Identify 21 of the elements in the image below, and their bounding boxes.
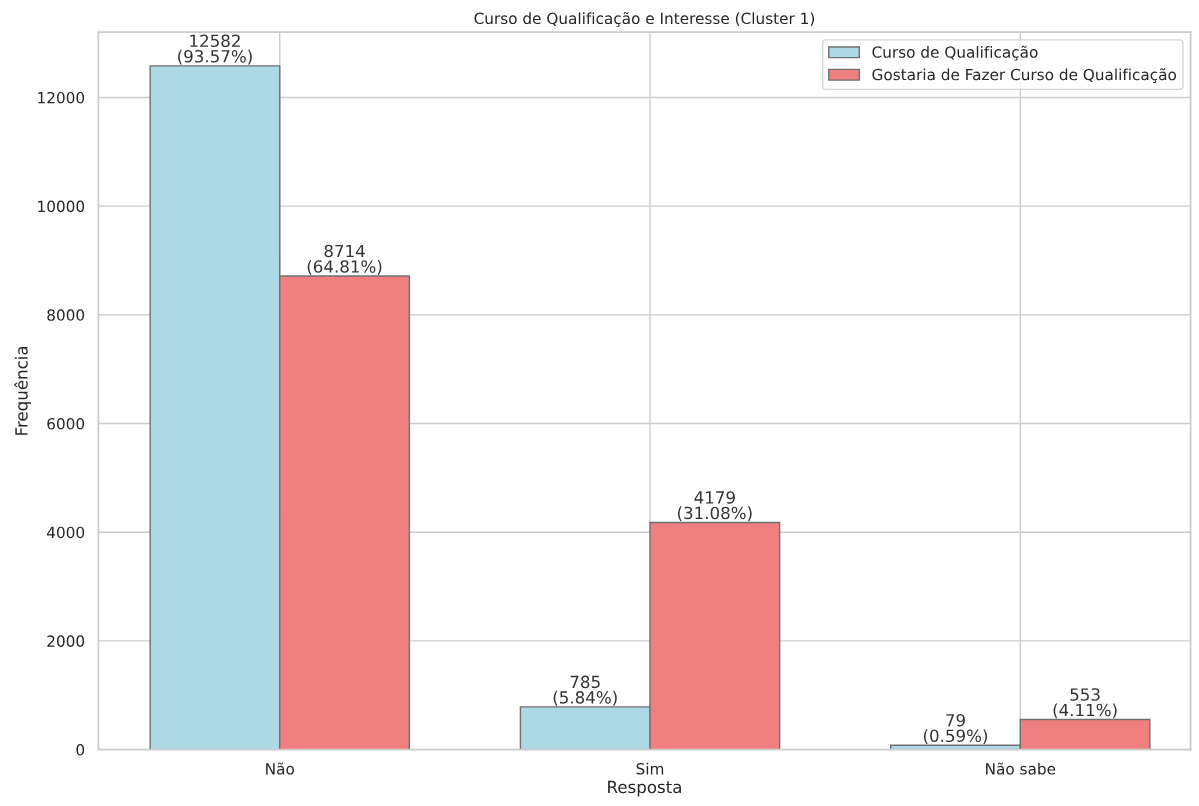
x-tick-label: Não	[266, 762, 294, 775]
data-label: 785 (5.84%)	[553, 675, 617, 706]
y-tick-label: 8000	[47, 309, 85, 321]
y-tick-label: 10000	[38, 200, 85, 213]
y-axis-title: Frequência	[14, 346, 31, 435]
x-tick-label: Sim	[636, 762, 664, 775]
data-label: 8714 (64.81%)	[307, 244, 382, 275]
data-label: 12582 (93.57%)	[178, 34, 252, 65]
legend-label: Curso de Qualificação	[872, 45, 1038, 61]
y-tick-label: 2000	[47, 635, 85, 647]
legend-label: Gostaria de Fazer Curso de Qualificação	[872, 68, 1177, 84]
y-tick-label: 0	[76, 744, 85, 756]
data-label: 553 (4.11%)	[1053, 688, 1117, 719]
y-tick-label: 12000	[38, 91, 85, 104]
x-tick-label: Não sabe	[986, 762, 1056, 775]
y-tick-label: 6000	[47, 417, 85, 430]
data-label: 79 (0.59%)	[923, 713, 988, 745]
chart-title: Curso de Qualificação e Interesse (Cluster 1)	[474, 12, 815, 27]
data-label: 4179 (31.08%)	[677, 491, 752, 522]
y-tick-label: 4000	[46, 526, 85, 539]
x-axis-title: Resposta	[608, 780, 681, 797]
